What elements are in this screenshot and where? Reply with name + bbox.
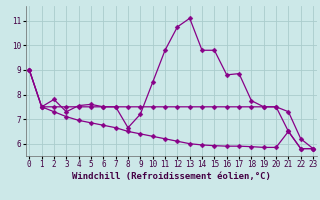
X-axis label: Windchill (Refroidissement éolien,°C): Windchill (Refroidissement éolien,°C) (72, 172, 271, 181)
